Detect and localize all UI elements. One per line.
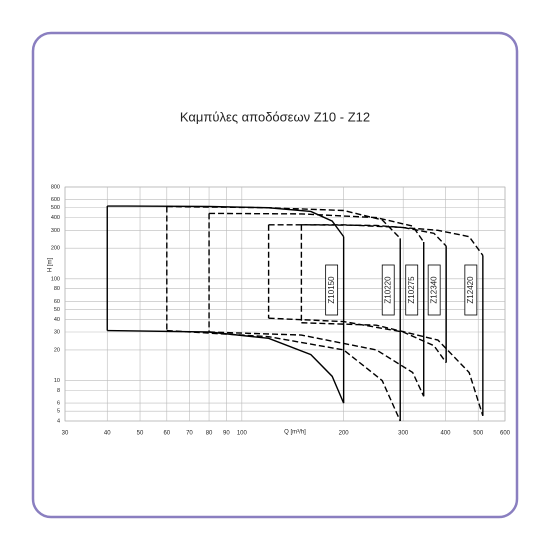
- curve-bottom: [107, 329, 345, 404]
- x-tick-label: 200: [339, 431, 350, 437]
- curve-bottom: [301, 322, 484, 417]
- x-tick-label: 70: [186, 431, 193, 437]
- y-tick-label: 500: [51, 205, 60, 211]
- series-label: Z10275: [407, 276, 416, 304]
- x-tick-label: 40: [104, 431, 111, 437]
- series-label: Z12340: [429, 276, 438, 304]
- x-tick-label: 500: [473, 431, 484, 437]
- x-tick-label: 600: [500, 431, 511, 437]
- curve-bottom: [166, 329, 401, 422]
- y-tick-label: 300: [51, 228, 60, 234]
- x-tick-label: 400: [440, 431, 451, 437]
- y-tick-label: 5: [57, 409, 60, 415]
- y-tick-label: 600: [51, 197, 60, 203]
- curve-top: [209, 212, 425, 243]
- y-tick-label: 60: [54, 299, 60, 305]
- y-tick-label: 6: [57, 401, 60, 407]
- y-tick-label: 20: [54, 347, 60, 353]
- y-tick-label: 400: [51, 215, 60, 221]
- y-tick-label: 200: [51, 246, 60, 252]
- series-label: Z12420: [466, 276, 475, 304]
- y-tick-label: 40: [54, 317, 60, 323]
- y-tick-label: 10: [54, 378, 60, 384]
- card: [31, 31, 519, 519]
- x-tick-label: 60: [163, 431, 170, 437]
- x-tick-label: 100: [237, 431, 248, 437]
- y-tick-label: 4: [57, 418, 60, 424]
- chart-title: Καμπύλες αποδόσεων Z10 - Z12: [180, 109, 370, 124]
- y-axis-label: H [m]: [48, 258, 54, 273]
- y-tick-label: 50: [54, 307, 60, 313]
- x-tick-label: 80: [206, 431, 213, 437]
- series-label-box: [381, 264, 395, 316]
- series-label: Z10150: [327, 276, 336, 304]
- y-tick-label: 100: [51, 276, 60, 282]
- y-tick-label: 8: [57, 388, 60, 394]
- x-tick-label: 50: [137, 431, 144, 437]
- series-label: Z10220: [383, 276, 392, 304]
- y-tick-label: 80: [54, 286, 60, 292]
- x-axis-label: Q [m³/h]: [284, 430, 306, 436]
- curve-bottom: [209, 331, 425, 397]
- y-tick-label: 800: [51, 184, 60, 190]
- y-tick-label: 30: [54, 329, 60, 335]
- series-label-box: [325, 264, 339, 316]
- curve-top: [301, 224, 484, 256]
- x-tick-label: 300: [398, 431, 409, 437]
- x-tick-label: 30: [62, 431, 69, 437]
- series-label-box: [405, 264, 419, 316]
- x-tick-label: 90: [223, 431, 230, 437]
- curve-top: [268, 224, 447, 247]
- curve-top: [107, 205, 345, 238]
- series-label-box: [464, 264, 478, 316]
- series-label-box: [427, 264, 441, 316]
